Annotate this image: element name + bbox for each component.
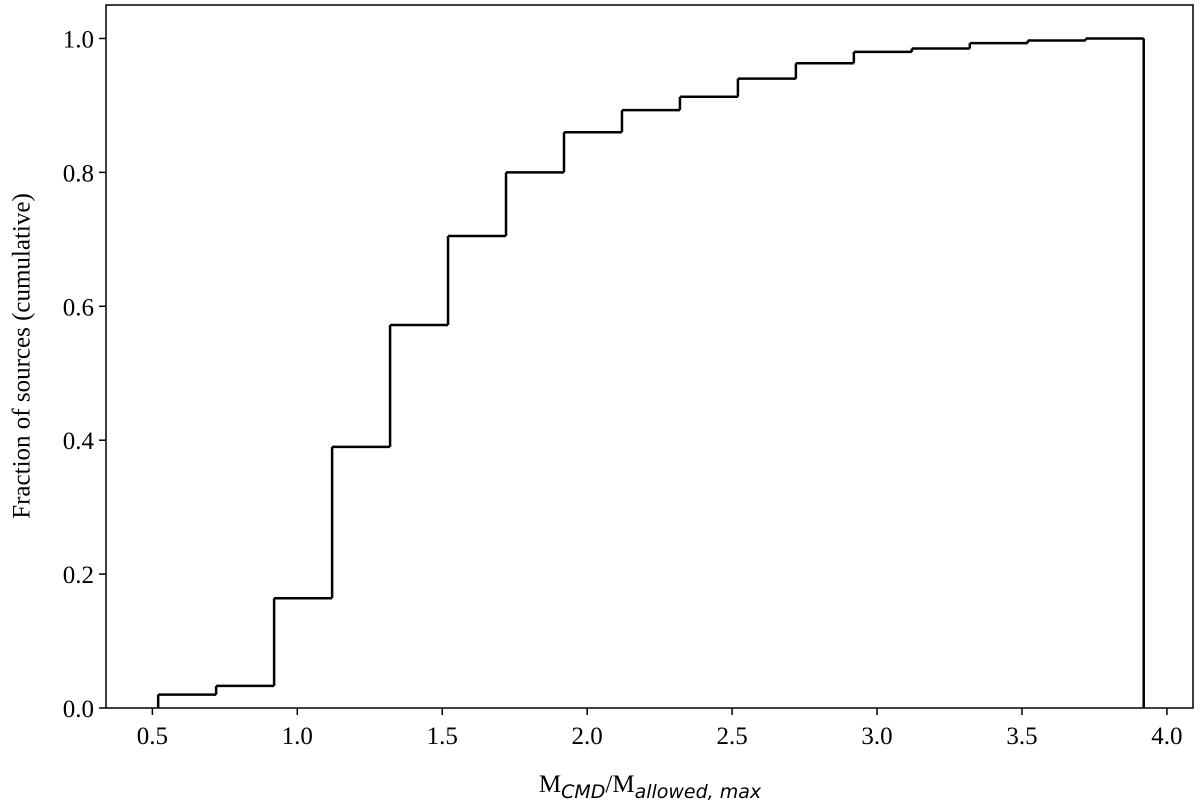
y-tick-label: 0.8 bbox=[63, 160, 94, 187]
x-tick-label: 2.0 bbox=[572, 723, 603, 750]
x-tick-label: 2.5 bbox=[716, 723, 747, 750]
x-tick-label: 3.5 bbox=[1006, 723, 1037, 750]
x-tick-label: 0.5 bbox=[137, 723, 168, 750]
y-axis-label: Fraction of sources (cumulative) bbox=[9, 193, 36, 519]
x-tick-label: 3.0 bbox=[861, 723, 892, 750]
y-tick-label: 0.2 bbox=[63, 562, 94, 589]
x-label-subscript: allowed, max bbox=[635, 781, 762, 803]
x-tick-label: 4.0 bbox=[1151, 723, 1182, 750]
y-tick-label: 1.0 bbox=[63, 26, 94, 53]
x-tick-label: 1.0 bbox=[282, 723, 313, 750]
x-label-part: M bbox=[539, 771, 561, 798]
x-axis-label: MCMD/Mallowed, max bbox=[539, 771, 762, 803]
x-tick-label: 1.5 bbox=[427, 723, 458, 750]
y-tick-label: 0.0 bbox=[63, 696, 94, 723]
y-tick-label: 0.4 bbox=[63, 428, 95, 455]
x-label-part: /M bbox=[605, 771, 634, 798]
x-label-subscript: CMD bbox=[561, 781, 605, 803]
plot-frame bbox=[105, 4, 1194, 709]
y-tick-label: 0.6 bbox=[63, 294, 94, 321]
